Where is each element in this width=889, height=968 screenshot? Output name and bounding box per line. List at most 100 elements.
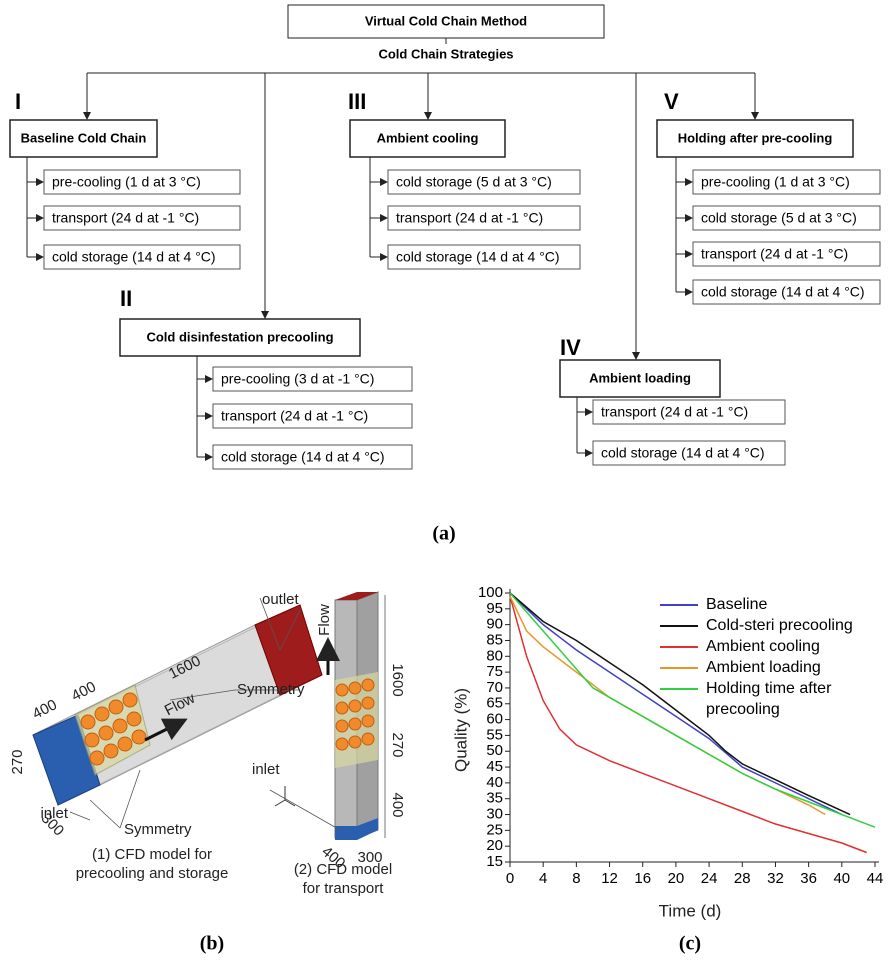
strategy-name: Holding after pre-cooling: [678, 130, 833, 145]
data-line: [509, 592, 843, 816]
y-axis-label: Quality (%): [451, 688, 470, 772]
dimension-label: 270: [9, 749, 26, 774]
y-tick-label: 35: [486, 790, 503, 807]
dimension-label: 1600: [389, 663, 406, 696]
step-label: cold storage (5 d at 3 °C): [701, 210, 857, 226]
step-box: [387, 205, 581, 231]
y-tick-label: 25: [486, 821, 503, 838]
step-label: cold storage (14 d at 4 °C): [221, 449, 385, 465]
step-box: [692, 205, 881, 231]
step-label: pre-cooling (1 d at 3 °C): [52, 174, 201, 190]
strategy-numeral: I: [15, 89, 21, 114]
step-box: [43, 169, 241, 195]
step-box: [692, 279, 881, 305]
dimension-label: 270: [389, 732, 406, 757]
data-line: [509, 592, 851, 816]
y-tick-label: 60: [486, 711, 503, 728]
step-label: cold storage (14 d at 4 °C): [52, 249, 216, 265]
model-caption: (2) CFD model: [294, 861, 392, 878]
y-tick-label: 30: [486, 805, 503, 822]
legend-label: Holding time after precooling: [706, 680, 832, 718]
legend-label: Ambient loading: [706, 659, 821, 676]
legend-swatch: [660, 646, 698, 648]
legend-swatch: [660, 625, 698, 627]
subtitle: Cold Chain Strategies: [378, 46, 513, 61]
step-box: [212, 366, 413, 392]
x-tick-label: 12: [601, 870, 618, 887]
dimension-label: 300: [357, 849, 382, 866]
y-tick-label: 55: [486, 726, 503, 743]
flow-label: Flow: [316, 604, 333, 636]
strategy-numeral: IV: [560, 335, 581, 360]
legend-entry: Cold-steri precooling: [660, 615, 860, 636]
y-tick-label: 90: [486, 616, 503, 633]
symmetry-label: Symmetry: [237, 681, 305, 698]
x-tick-label: 44: [867, 870, 884, 887]
legend-label: Cold-steri precooling: [706, 617, 853, 634]
step-box: [43, 205, 241, 231]
y-tick-label: 40: [486, 774, 503, 791]
step-box: [692, 241, 881, 267]
legend-entry: Ambient loading: [660, 657, 860, 678]
x-tick-label: 20: [668, 870, 685, 887]
title-box: [287, 4, 605, 39]
legend-swatch: [660, 667, 698, 669]
strategy-box: [349, 119, 506, 158]
x-tick-label: 28: [734, 870, 751, 887]
legend-swatch: [660, 604, 698, 606]
step-box: [692, 169, 881, 195]
y-tick-label: 20: [486, 837, 503, 854]
x-tick-label: 4: [539, 870, 547, 887]
x-tick-label: 8: [572, 870, 580, 887]
step-label: transport (24 d at -1 °C): [221, 408, 368, 424]
strategy-name: Baseline Cold Chain: [21, 130, 147, 145]
step-label: transport (24 d at -1 °C): [52, 210, 199, 226]
dimension-label: 400: [30, 696, 60, 723]
step-label: cold storage (14 d at 4 °C): [701, 284, 865, 300]
step-box: [43, 244, 241, 270]
cfd-models: [32, 591, 386, 840]
step-box: [592, 399, 786, 425]
y-tick-label: 45: [486, 758, 503, 775]
y-tick-label: 15: [486, 853, 503, 870]
caption-c: (c): [679, 933, 701, 955]
y-tick-label: 50: [486, 742, 503, 759]
legend-entry: Baseline: [660, 594, 860, 615]
strategy-numeral: III: [348, 89, 366, 114]
legend-entry: Holding time after precooling: [660, 678, 860, 720]
x-tick-label: 36: [800, 870, 817, 887]
model-caption: for transport: [303, 880, 385, 897]
step-label: transport (24 d at -1 °C): [701, 246, 848, 262]
strategy-numeral: V: [664, 89, 679, 114]
step-label: transport (24 d at -1 °C): [396, 210, 543, 226]
step-label: pre-cooling (1 d at 3 °C): [701, 174, 850, 190]
y-tick-label: 95: [486, 600, 503, 617]
title: Virtual Cold Chain Method: [365, 13, 527, 28]
symmetry-label: Symmetry: [124, 821, 192, 838]
strategy-box: [656, 119, 854, 158]
model-caption: (1) CFD model for: [92, 846, 212, 863]
step-label: cold storage (14 d at 4 °C): [396, 249, 560, 265]
x-tick-label: 16: [634, 870, 651, 887]
step-box: [387, 244, 581, 270]
step-box: [212, 403, 413, 429]
step-label: pre-cooling (3 d at -1 °C): [221, 371, 374, 387]
y-tick-label: 85: [486, 631, 503, 648]
step-label: cold storage (14 d at 4 °C): [601, 445, 765, 461]
dimension-label: 400: [69, 678, 99, 705]
x-axis-label: Time (d): [659, 901, 722, 920]
legend: Baseline Cold-steri precooling Ambient coo…: [660, 594, 860, 720]
step-box: [212, 444, 413, 470]
strategy-name: Ambient loading: [589, 370, 691, 385]
y-tick-label: 80: [486, 647, 503, 664]
strategy-box: [559, 359, 721, 398]
inlet-label: inlet: [252, 761, 280, 778]
caption-b: (b): [200, 933, 224, 955]
x-tick-label: 0: [506, 870, 514, 887]
legend-label: Baseline: [706, 596, 768, 613]
strategy-box: [9, 119, 158, 158]
strategy-name: Ambient cooling: [377, 130, 479, 145]
y-tick-label: 100: [478, 584, 503, 601]
